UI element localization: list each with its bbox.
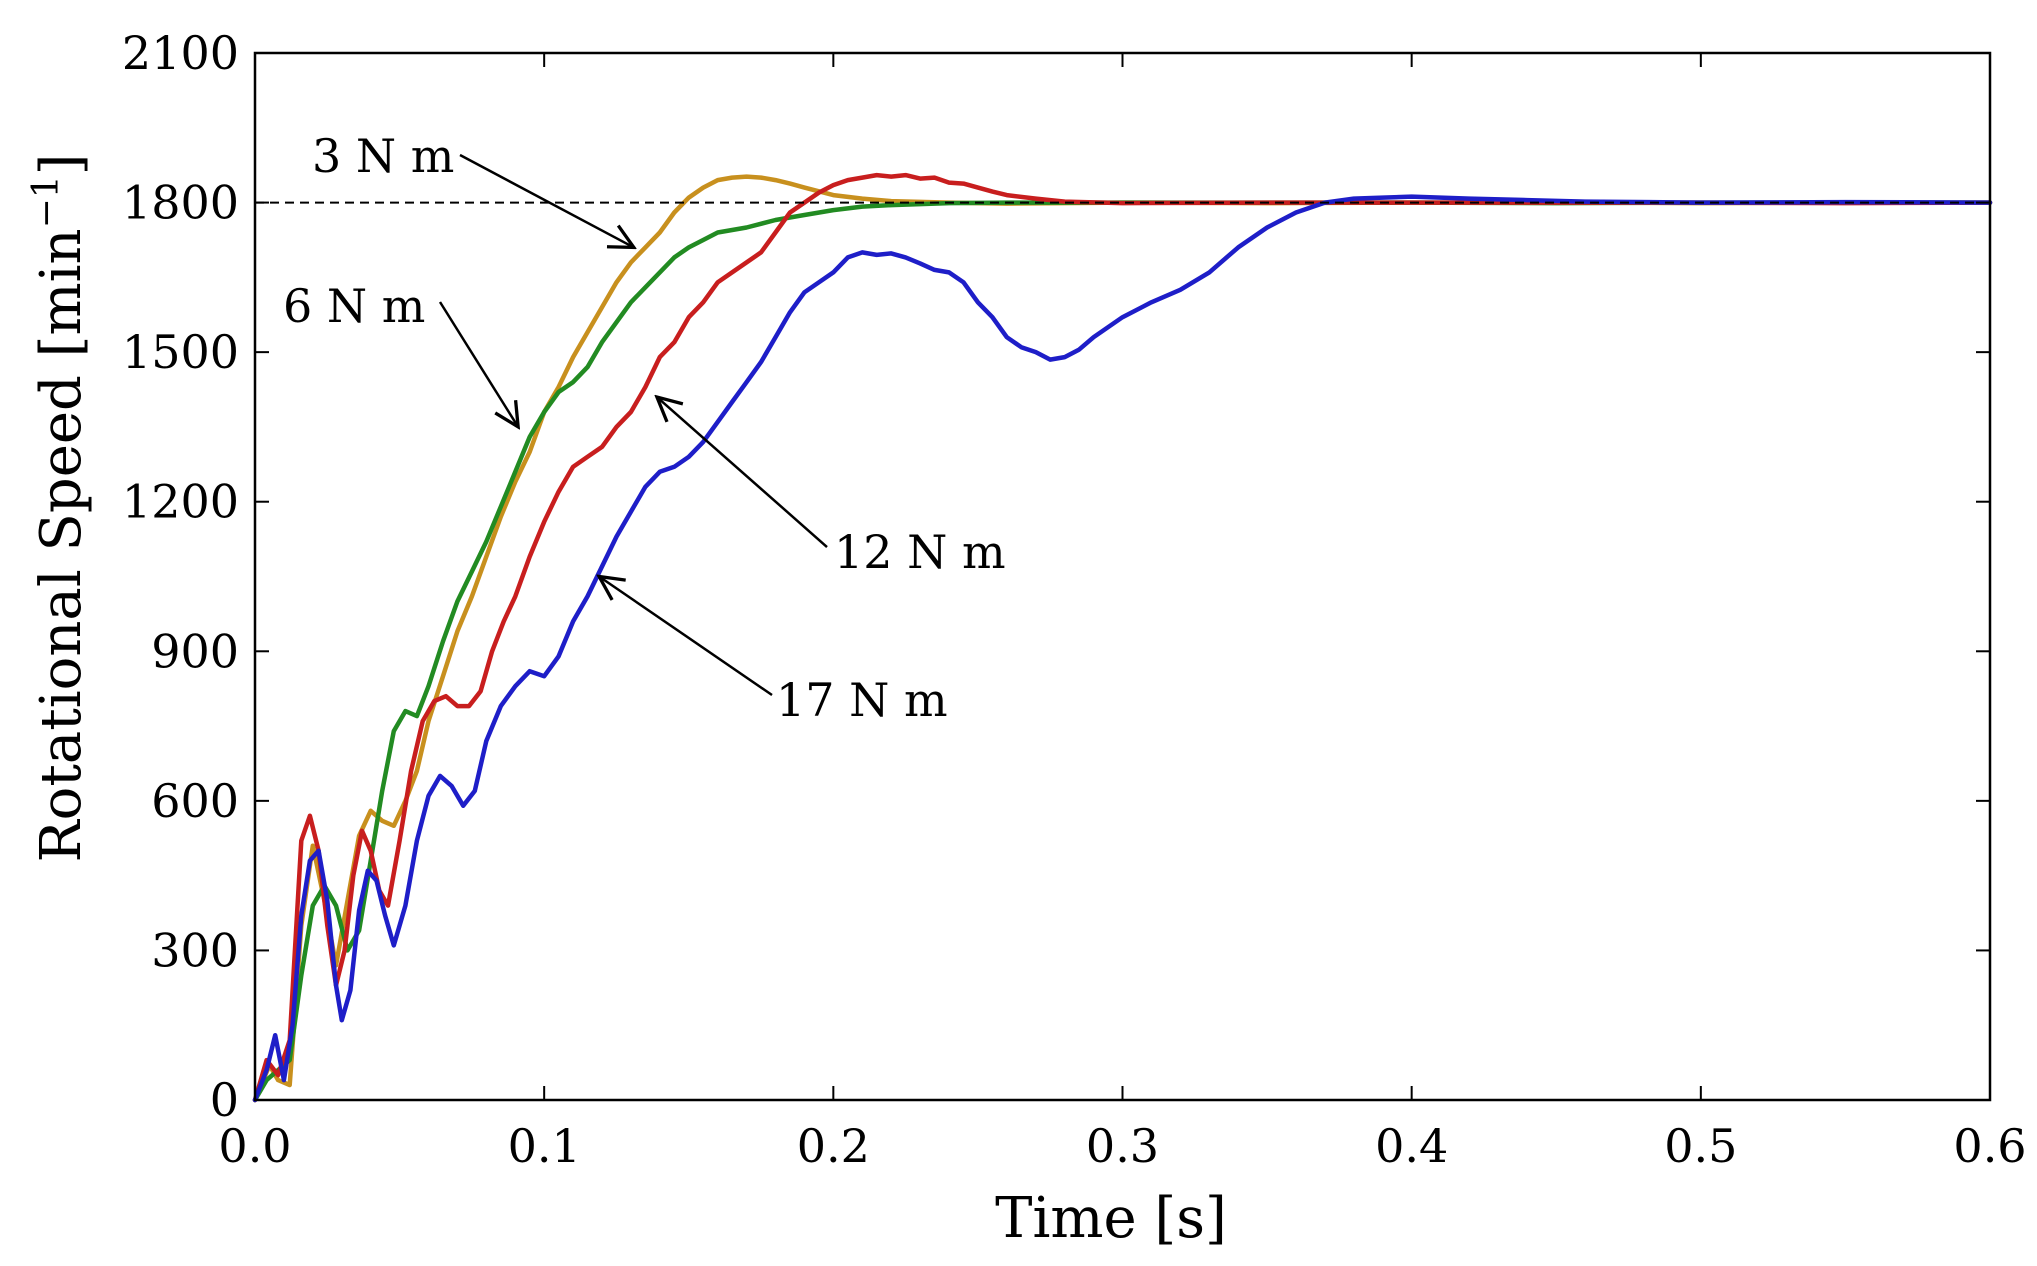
y-tick-label: 300: [151, 923, 239, 977]
x-tick-label: 0.0: [218, 1119, 291, 1173]
y-axis-title-main: Rotational Speed [min: [29, 228, 94, 862]
y-tick-label: 2100: [122, 26, 239, 80]
x-tick-label: 0.3: [1086, 1119, 1159, 1173]
annotation-arrow-17-n-m: [599, 577, 773, 697]
annotation-arrow-12-n-m: [657, 397, 828, 548]
y-axis-title: Rotational Speed [min−1]: [26, 153, 94, 862]
series-layer: [252, 172, 1993, 1103]
x-tick-label: 0.2: [797, 1119, 870, 1173]
annotation-arrow-3-n-m: [459, 153, 634, 247]
y-tick-label: 600: [151, 774, 239, 828]
annotation-arrow-6-n-m: [438, 301, 518, 427]
y-tick-label: 0: [210, 1073, 239, 1127]
series-line-17-n-m: [252, 194, 1993, 1103]
x-tick-label: 0.6: [1953, 1119, 2026, 1173]
plot-frame: [253, 51, 1992, 1102]
annotation-label-6-n-m: 6 N m: [283, 279, 425, 333]
x-tick-label: 0.1: [508, 1119, 581, 1173]
x-axis-title: Time [s]: [995, 1186, 1227, 1251]
annotation-layer: 3 N m 6 N m 12 N m 17 N m: [283, 129, 1006, 727]
y-tick-label: 1800: [122, 176, 239, 230]
x-tick-label: 0.4: [1375, 1119, 1448, 1173]
y-tick-label: 900: [151, 624, 239, 678]
series-line-12-n-m: [252, 172, 1993, 1103]
annotation-label-3-n-m: 3 N m: [312, 129, 454, 183]
y-tick-label: 1500: [122, 325, 239, 379]
y-tick-label: 1200: [122, 475, 239, 529]
annotation-label-17-n-m: 17 N m: [776, 673, 948, 727]
tick-layer: 0.0 0.1 0.2 0.3 0.4 0.5 0.6 0 300 600 900 1200 1500 1…: [122, 26, 2027, 1173]
y-axis-title-close: ]: [29, 153, 94, 175]
y-axis-title-superscript: −1: [26, 175, 67, 228]
series-line-6-n-m: [252, 200, 1993, 1103]
x-tick-label: 0.5: [1664, 1119, 1737, 1173]
annotation-label-12-n-m: 12 N m: [834, 525, 1006, 579]
